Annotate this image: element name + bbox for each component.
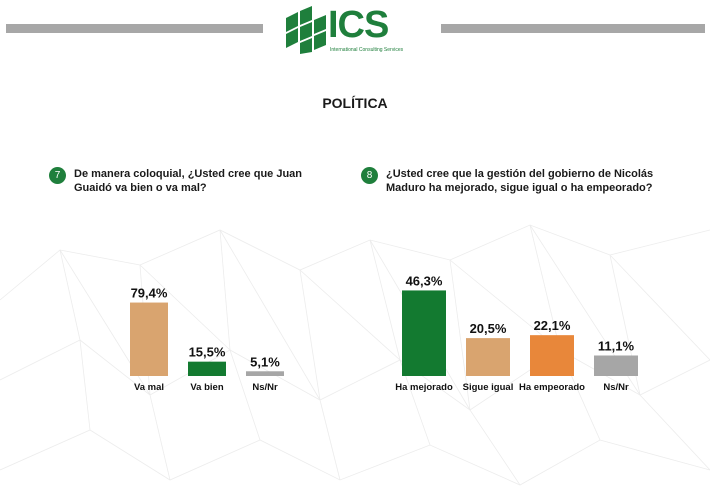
maduro-bar-1 xyxy=(402,290,446,376)
maduro-value-label-3: 22,1% xyxy=(534,318,571,333)
logo-text: ICS xyxy=(328,4,389,46)
maduro-value-label-1: 46,3% xyxy=(406,273,443,288)
header-bar-right xyxy=(441,24,705,33)
question-8-text: ¿Usted cree que la gestión del gobierno … xyxy=(386,167,653,195)
question-7-text: De manera coloquial, ¿Usted cree que Jua… xyxy=(74,167,302,195)
header-bar-left xyxy=(6,24,263,33)
maduro-bar-3 xyxy=(530,335,574,376)
question-7-line-1: De manera coloquial, ¿Usted cree que Jua… xyxy=(74,168,303,180)
guaido-bar-1 xyxy=(130,302,168,376)
question-8-number-badge: 8 xyxy=(361,167,378,184)
guaido-category-label-2: Va bien xyxy=(190,382,223,393)
maduro-bar-4 xyxy=(594,355,638,376)
guaido-value-label-1: 79,4% xyxy=(131,286,168,301)
maduro-value-label-4: 11,1% xyxy=(598,338,635,353)
maduro-category-label-1: Ha mejorado xyxy=(395,382,453,393)
maduro-value-label-2: 20,5% xyxy=(470,321,507,336)
logo-subtitle: International Consulting Services xyxy=(330,47,404,53)
page-title: POLÍTICA xyxy=(322,95,388,111)
guaido-value-label-3: 5,1% xyxy=(250,354,280,369)
guaido-category-label-3: Ns/Nr xyxy=(252,382,278,393)
question-8-line-1: ¿Usted cree que la gestión del gobierno … xyxy=(386,168,654,180)
guaido-bar-3 xyxy=(246,371,284,376)
question-8-line-2: Maduro ha mejorado, sigue igual o ha emp… xyxy=(386,182,653,194)
guaido-bar-2 xyxy=(188,361,226,376)
guaido-category-label-1: Va mal xyxy=(134,382,164,393)
ics-logo: ICS International Consulting Services xyxy=(284,4,406,58)
question-7-number-badge: 7 xyxy=(49,167,66,184)
maduro-category-label-4: Ns/Nr xyxy=(603,382,629,393)
maduro-category-label-3: Ha empeorado xyxy=(519,382,585,393)
guaido-value-label-2: 15,5% xyxy=(189,345,226,360)
logo-mark-icon xyxy=(286,6,326,54)
maduro-bar-2 xyxy=(466,338,510,376)
maduro-category-label-2: Sigue igual xyxy=(463,382,514,393)
question-7-line-2: Guaidó va bien o va mal? xyxy=(74,182,207,194)
